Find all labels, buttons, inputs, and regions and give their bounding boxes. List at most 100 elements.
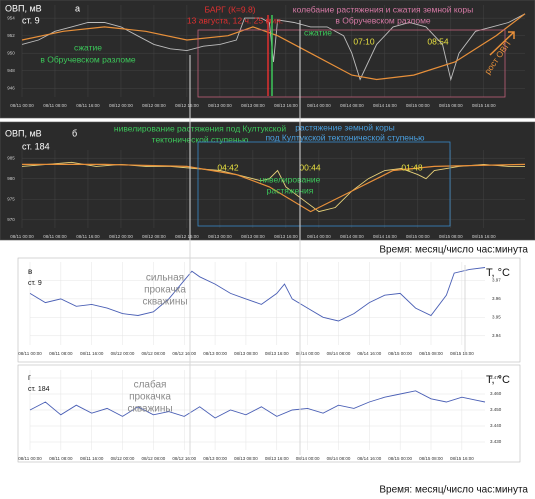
x-tick-label: 08/11 16:00: [80, 456, 104, 461]
x-tick-label: 08/15 08:00: [439, 103, 463, 108]
arrow: [489, 31, 515, 56]
box-blue: [197, 141, 451, 227]
annotation: 01:48: [401, 162, 423, 172]
y-axis-label: T, °C: [486, 374, 510, 386]
station-label: ст. 9: [28, 280, 42, 287]
annotation: 08:54: [427, 36, 449, 46]
y-axis-label: ОВП, мВ: [5, 3, 42, 13]
y-tick-label: 3.94: [492, 333, 501, 338]
annotation: 07:10: [353, 36, 375, 46]
x-tick-label: 08/14 00:00: [296, 351, 320, 356]
panel-label: г: [28, 373, 31, 382]
box-pink: [197, 29, 506, 98]
x-tick-label: 08/14 08:00: [327, 351, 351, 356]
x-tick-label: 08/15 16:00: [472, 103, 496, 108]
x-tick-label: 08/13 08:00: [241, 234, 265, 239]
y-tick-label: 946: [7, 85, 15, 90]
x-tick-label: 08/14 00:00: [296, 456, 320, 461]
x-tick-label: 08/11 00:00: [10, 234, 34, 239]
x-tick-label: 08/12 08:00: [142, 234, 166, 239]
x-tick-label: 08/12 00:00: [111, 456, 135, 461]
y-tick-label: 3.450: [490, 407, 502, 412]
x-tick-label: 08/14 08:00: [340, 234, 364, 239]
x-tick-label: 08/13 00:00: [203, 456, 227, 461]
series-line: [21, 13, 526, 81]
annotation: скважины: [127, 404, 172, 415]
annotation: 00:44: [299, 162, 321, 172]
y-axis-label: T, °C: [486, 267, 510, 279]
series-line: [22, 163, 526, 213]
x-axis-label: Время: месяц/число час:минута: [379, 485, 528, 496]
x-tick-label: 08/13 00:00: [203, 351, 227, 356]
panel-label: б: [72, 128, 77, 138]
y-tick-label: 950: [7, 50, 15, 55]
x-axis-label: Время: месяц/число час:минута: [379, 245, 528, 256]
y-tick-label: 954: [7, 15, 15, 20]
x-tick-label: 08/11 16:00: [76, 103, 100, 108]
x-tick-label: 08/15 00:00: [388, 456, 412, 461]
x-tick-label: 08/13 16:00: [274, 103, 298, 108]
x-tick-label: 08/15 08:00: [419, 456, 443, 461]
x-tick-label: 08/12 00:00: [109, 234, 133, 239]
x-tick-label: 08/12 00:00: [109, 103, 133, 108]
x-tick-label: 08/11 08:00: [43, 103, 67, 108]
x-tick-label: 08/12 16:00: [172, 351, 196, 356]
x-tick-label: 08/13 00:00: [208, 103, 232, 108]
x-tick-label: 08/15 16:00: [450, 456, 474, 461]
annotation: колебание растяжения и сжатия земной кор…: [293, 4, 473, 14]
x-tick-label: 08/15 00:00: [388, 351, 412, 356]
y-tick-label: 970: [7, 217, 15, 222]
y-tick-label: 3.470: [490, 375, 502, 380]
y-tick-label: 975: [7, 196, 15, 201]
x-tick-label: 08/13 16:00: [265, 351, 289, 356]
annotation: нивелирование растяжения под Култукской: [114, 123, 286, 133]
y-tick-label: 3.97: [492, 278, 501, 283]
x-tick-label: 08/14 08:00: [340, 103, 364, 108]
annotation: нивелирование: [260, 174, 321, 184]
x-tick-label: 08/13 08:00: [241, 103, 265, 108]
annotation: 04:42: [217, 162, 239, 172]
x-tick-label: 08/11 00:00: [18, 456, 42, 461]
x-tick-label: 08/15 08:00: [439, 234, 463, 239]
x-tick-label: 08/12 08:00: [142, 103, 166, 108]
x-tick-label: 08/14 00:00: [307, 103, 331, 108]
x-tick-label: 08/13 00:00: [208, 234, 232, 239]
annotation: под Култукской тектонической ступенью: [265, 132, 425, 142]
x-tick-label: 08/15 00:00: [406, 234, 430, 239]
annotation: растяжения: [267, 185, 314, 195]
x-tick-label: 08/11 16:00: [76, 234, 100, 239]
x-tick-label: 08/12 16:00: [175, 103, 199, 108]
annotation: сжатие: [304, 27, 332, 37]
annotation: растяжение земной коры: [295, 122, 394, 132]
annotation: в Обручевском разломе: [40, 54, 136, 64]
y-tick-label: 3.95: [492, 315, 501, 320]
y-tick-label: 3.96: [492, 296, 501, 301]
annotation: скважины: [142, 297, 187, 308]
series-line: [29, 267, 486, 322]
annotation: слабая: [134, 379, 167, 391]
y-tick-label: 3.460: [490, 391, 502, 396]
annotation: сжатие: [74, 42, 102, 52]
x-tick-label: 08/11 00:00: [18, 351, 42, 356]
y-tick-label: 985: [7, 155, 15, 160]
y-tick-label: 3.440: [490, 423, 502, 428]
x-tick-label: 08/14 00:00: [307, 234, 331, 239]
x-tick-label: 08/14 16:00: [373, 234, 397, 239]
panel-label: а: [75, 3, 80, 13]
y-tick-label: 980: [7, 176, 15, 181]
x-tick-label: 08/13 16:00: [274, 234, 298, 239]
x-tick-label: 08/15 08:00: [419, 351, 443, 356]
x-tick-label: 08/12 08:00: [141, 456, 165, 461]
panel-background: [17, 364, 521, 463]
x-tick-label: 08/11 08:00: [43, 234, 67, 239]
x-tick-label: 08/12 16:00: [172, 456, 196, 461]
annotation: прокачка: [129, 392, 171, 403]
x-tick-label: 08/12 00:00: [111, 351, 135, 356]
series-line: [21, 13, 526, 82]
y-tick-label: 3.430: [490, 439, 502, 444]
annotation: сильная: [146, 273, 184, 284]
x-tick-label: 08/11 08:00: [49, 456, 73, 461]
y-tick-label: 948: [7, 68, 15, 73]
x-tick-label: 08/15 00:00: [406, 103, 430, 108]
